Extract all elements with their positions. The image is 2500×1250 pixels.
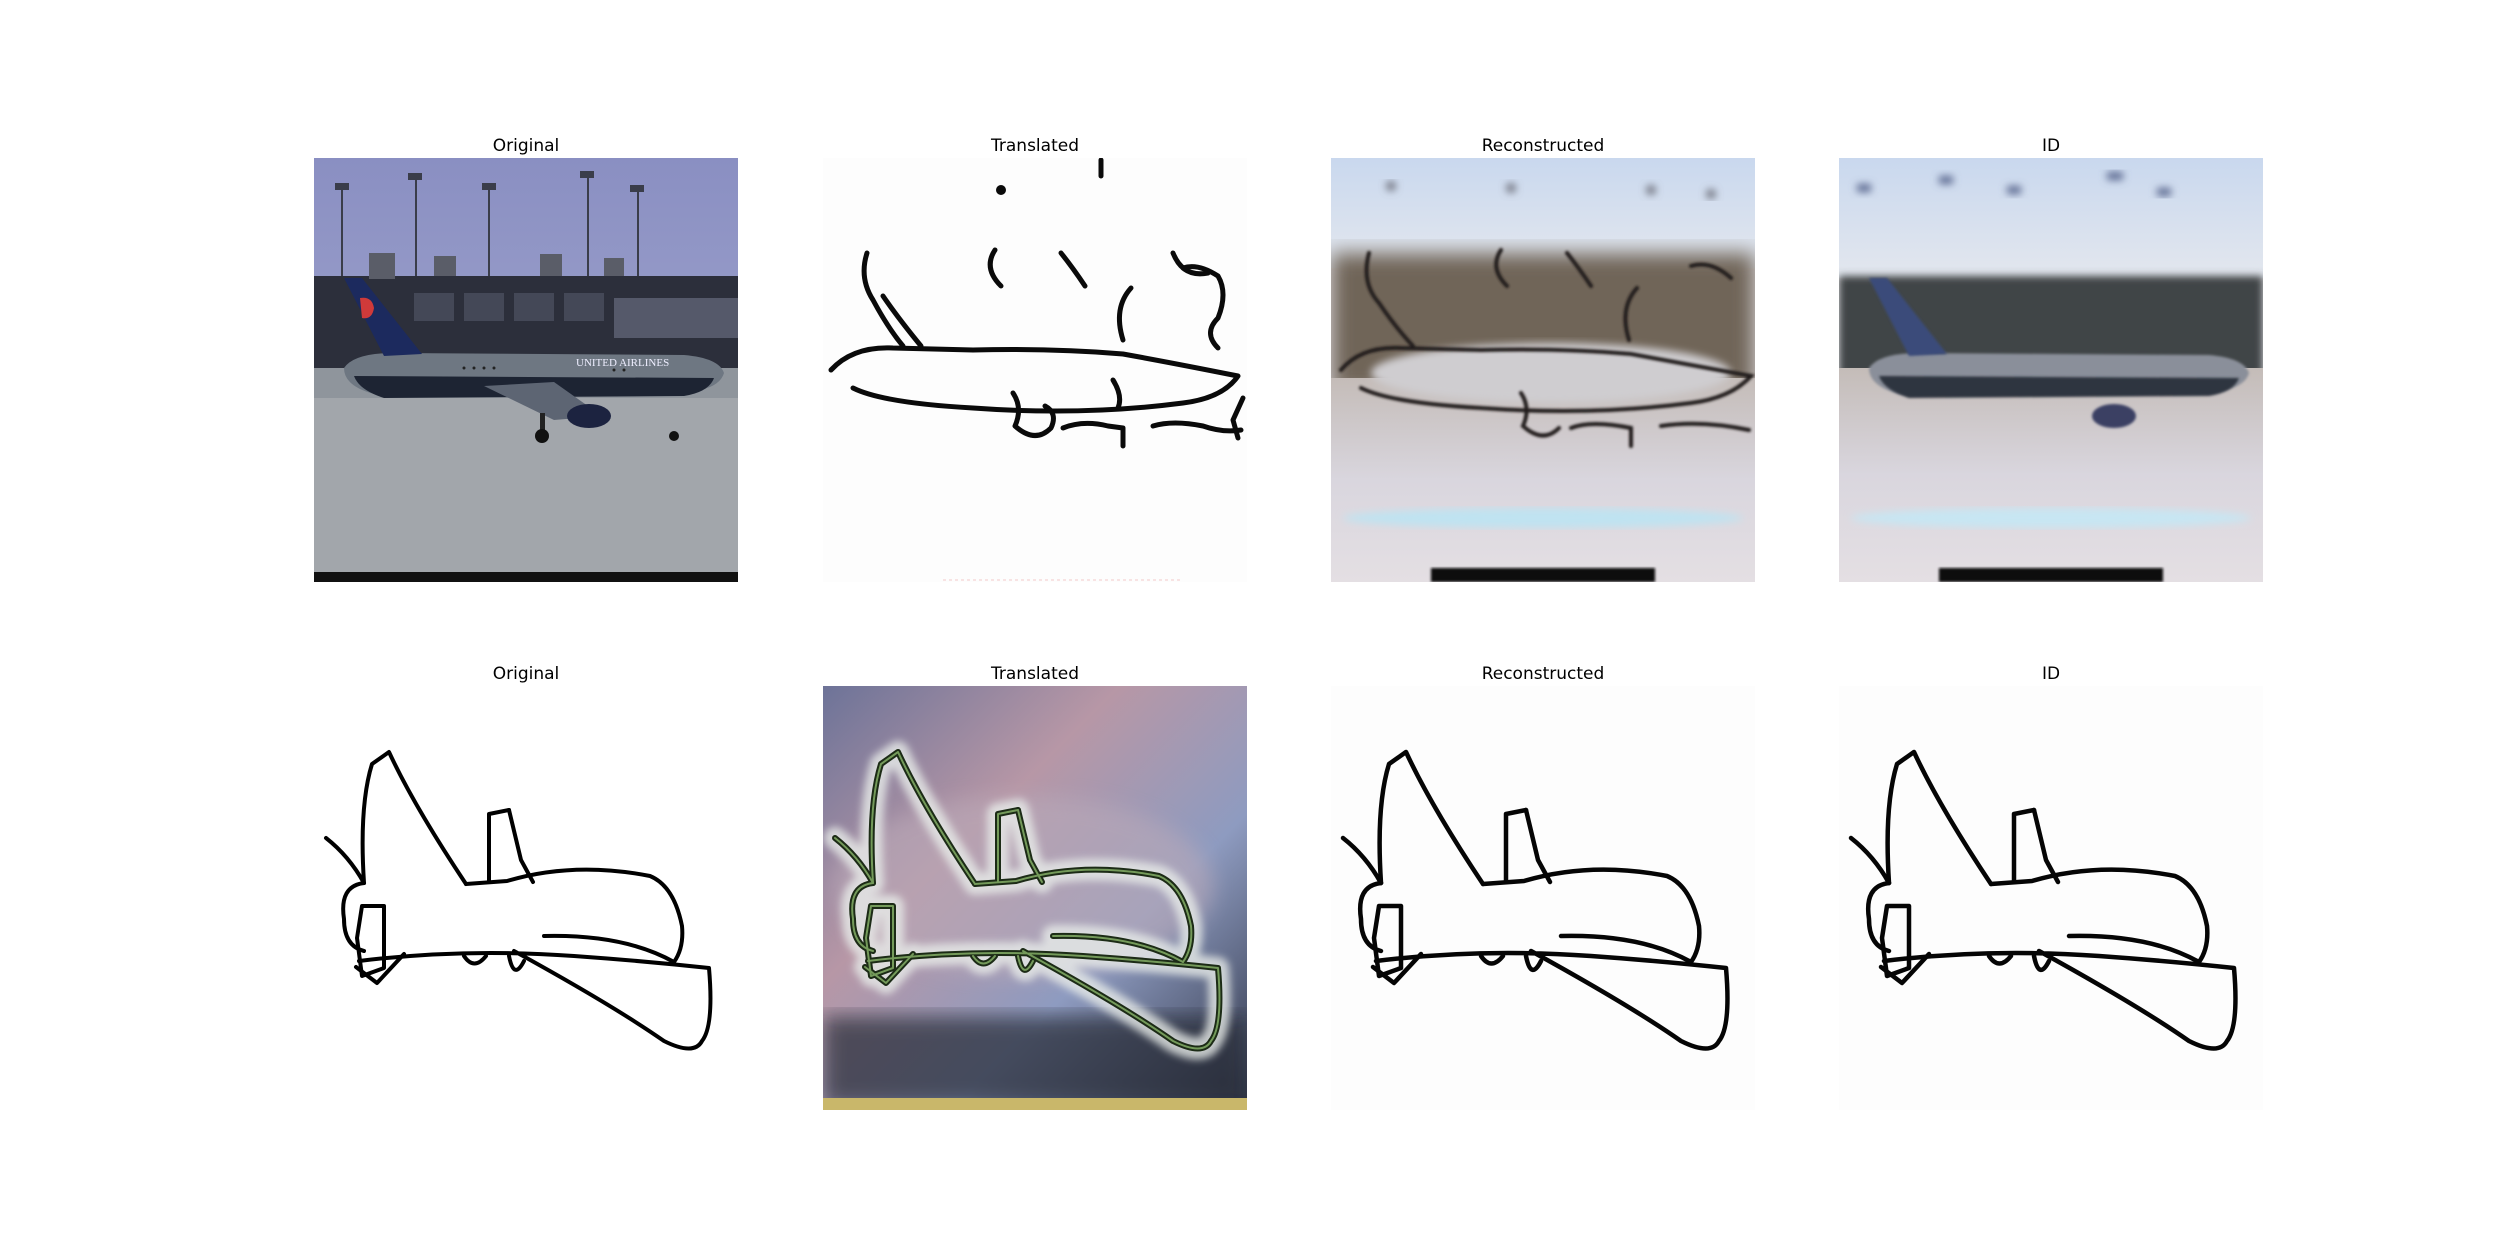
panel-title: Reconstructed (1481, 136, 1605, 156)
airplane-sketch-image (314, 686, 738, 1110)
translated-sketch-image (823, 158, 1247, 582)
translated-photo-image (823, 686, 1247, 1110)
panel-title: ID (2041, 664, 2061, 684)
reconstructed-sketch-image (1331, 686, 1755, 1110)
panel-title: Translated (991, 136, 1079, 156)
airline-livery-text: UNITED AIRLINES (576, 357, 669, 369)
panel-title: ID (2041, 136, 2061, 156)
reconstructed-photo-image (1331, 158, 1755, 582)
panel-title: Translated (991, 664, 1079, 684)
airplane-photo-image: UNITED AIRLINES (314, 158, 738, 582)
identity-photo-image (1839, 158, 2263, 582)
panel-title: Reconstructed (1481, 664, 1605, 684)
panel-title: Original (492, 136, 560, 156)
panel-title: Original (492, 664, 560, 684)
identity-sketch-image (1839, 686, 2263, 1110)
